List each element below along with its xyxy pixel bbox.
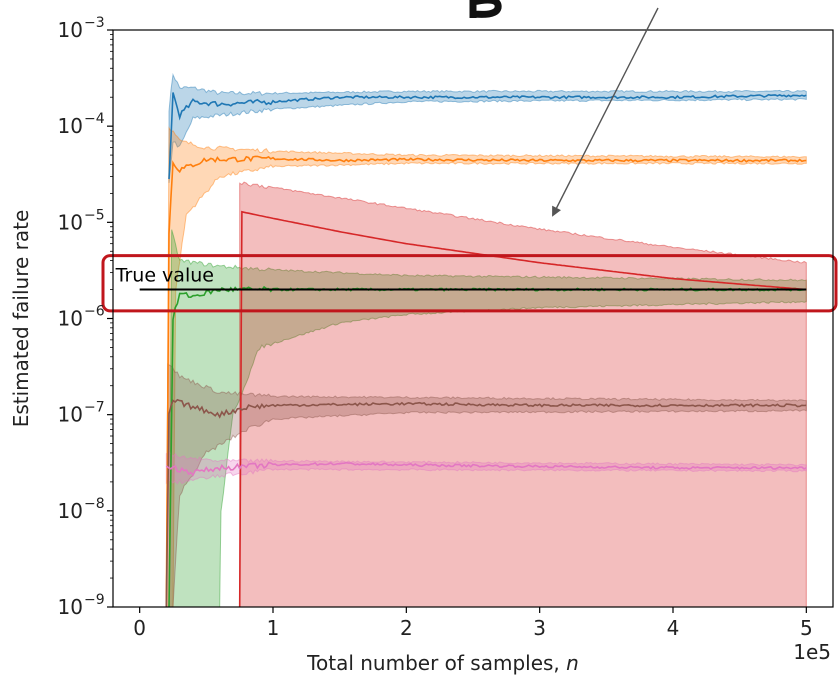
y-tick-exponent: −9: [84, 592, 105, 608]
y-tick-exponent: −3: [84, 15, 105, 31]
y-tick-exponent: −8: [84, 496, 105, 512]
x-offset-label: 1e5: [793, 640, 831, 664]
y-tick-label: 10: [58, 18, 83, 42]
series-2-confidence-band: [168, 229, 807, 608]
x-tick-label: 5: [800, 616, 813, 640]
y-tick-label: 10: [58, 210, 83, 234]
y-tick-exponent: −7: [84, 400, 105, 416]
y-tick-exponent: −4: [84, 111, 105, 127]
true-value-label: True value: [115, 265, 214, 287]
x-tick-label: 4: [667, 616, 680, 640]
series-3-line: [238, 210, 807, 608]
x-tick-label: 3: [533, 616, 546, 640]
y-tick-label: 10: [58, 595, 83, 619]
y-axis-label: Estimated failure rate: [9, 210, 33, 428]
series-5-confidence-band: [165, 451, 807, 485]
series-0-confidence-band: [168, 72, 807, 183]
x-tick-label: 1: [267, 616, 280, 640]
series-1-confidence-band: [165, 126, 807, 608]
series-1-line: [165, 155, 807, 608]
series-3-confidence-band: [239, 181, 807, 608]
annotation-arrow: [552, 7, 659, 217]
highlight-box: [101, 254, 838, 313]
x-tick-label: 0: [133, 616, 146, 640]
series-4-line: [165, 398, 807, 608]
y-tick-exponent: −5: [84, 207, 105, 223]
cropped-title-glyph: [469, 0, 502, 18]
series-4-confidence-band: [165, 363, 807, 608]
series-5-line: [165, 461, 807, 477]
y-tick-label: 10: [58, 307, 83, 331]
y-tick-label: 10: [58, 499, 83, 523]
x-tick-label: 2: [400, 616, 413, 640]
y-tick-label: 10: [58, 114, 83, 138]
y-tick-label: 10: [58, 403, 83, 427]
x-axis-label: Total number of samples, n: [306, 651, 579, 675]
y-tick-exponent: −6: [84, 304, 105, 320]
series-0-line: [168, 92, 807, 180]
